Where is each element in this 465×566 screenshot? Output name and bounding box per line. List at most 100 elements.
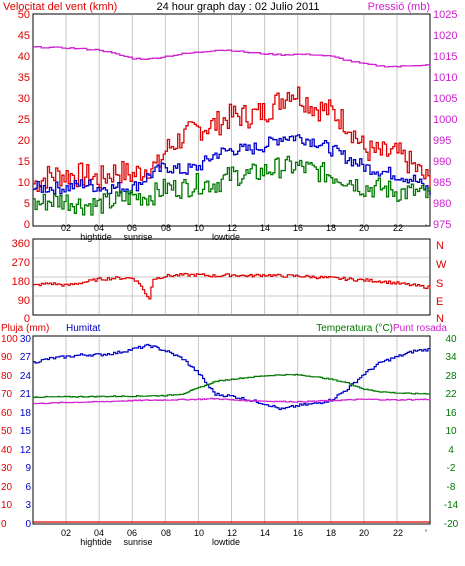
hour-tick: 22 [393, 528, 403, 538]
series-layer [33, 45, 431, 523]
rain-tick: 90 [1, 352, 13, 363]
hour-labels-bottom: 02 04 06 08 10 12 14 16 18 20 22 ' [61, 528, 427, 538]
pressure-tick: 1005 [433, 93, 457, 105]
hour-tick: 18 [326, 223, 336, 233]
hour-tick: 04 [94, 528, 104, 538]
pressure-tick: 975 [433, 219, 451, 231]
rain-tick: 70 [1, 389, 13, 400]
temperature-tick: 40 [445, 334, 457, 345]
hour-tick: 04 [94, 223, 104, 233]
graph-title: 24 hour graph day : 02 Julio 2011 [156, 1, 319, 13]
humidity-tick: 18 [20, 408, 32, 419]
dew-point-axis-title: Punt rosada [393, 323, 447, 334]
hour-tick: 14 [260, 223, 270, 233]
hour-tick: 10 [194, 528, 204, 538]
humidity-tick: 15 [20, 426, 32, 437]
compass-letter: E [436, 296, 443, 308]
wind-gust-line [33, 86, 431, 195]
temperature-tick: 4 [448, 445, 454, 456]
direction-tick: 180 [12, 276, 30, 288]
temperature-tick: -14 [444, 500, 459, 511]
pressure-tick: 1025 [433, 9, 457, 21]
humidity-tick: 30 [20, 334, 32, 345]
rain-tick: 0 [1, 519, 7, 530]
hour-tick: 18 [326, 528, 336, 538]
direction-ticks: 360 270 180 90 0 [12, 238, 30, 325]
hour-tick: 02 [61, 223, 71, 233]
pressure-axis-title: Pressió (mb) [368, 1, 430, 13]
pressure-tick: 980 [433, 198, 451, 210]
humidity-tick: 21 [20, 389, 32, 400]
hour-tick: 20 [359, 223, 369, 233]
hightide-label: hightide [80, 232, 112, 242]
temperature-tick: 34 [445, 352, 457, 363]
rain-tick: 80 [1, 371, 13, 382]
lowtide-label: lowtide [212, 537, 240, 547]
temperature-ticks: 40 34 28 22 16 10 4 -2 -8 -14 -20 [444, 334, 459, 530]
direction-line [33, 272, 431, 300]
rain-tick: 60 [1, 408, 13, 419]
rain-axis-title: Pluja (mm) [1, 323, 49, 334]
humidity-tick: 6 [25, 482, 31, 493]
direction-tick: 90 [18, 295, 30, 307]
compass-letter: S [436, 278, 443, 290]
compass-letters: N W S E N [436, 240, 447, 325]
wind-avg-line [33, 134, 431, 196]
rain-ticks: 100 90 80 70 60 50 40 30 20 10 0 [1, 334, 18, 530]
sunrise-label: sunrise [123, 232, 152, 242]
hour-end-marker: ' [425, 528, 427, 538]
wind-tick: 45 [18, 30, 30, 42]
hour-tick: 08 [161, 223, 171, 233]
temperature-tick: -2 [447, 463, 456, 474]
pressure-tick: 990 [433, 156, 451, 168]
hour-tick: 12 [227, 223, 237, 233]
humidity-ticks: 30 27 24 21 18 15 12 9 6 3 0 [20, 334, 32, 530]
rain-tick: 100 [1, 334, 18, 345]
humidity-tick: 24 [20, 371, 32, 382]
wind-tick: 10 [18, 177, 30, 189]
hour-labels-top: 02 04 06 08 10 12 14 16 18 20 22 ' [61, 223, 427, 233]
hour-tick: 10 [194, 223, 204, 233]
compass-letter: W [436, 259, 447, 271]
pressure-tick: 985 [433, 177, 451, 189]
wind-tick: 20 [18, 135, 30, 147]
hightide-label: hightide [80, 537, 112, 547]
hour-tick: 02 [61, 528, 71, 538]
wind-tick: 35 [18, 72, 30, 84]
rain-tick: 40 [1, 445, 13, 456]
event-labels-top: hightide sunrise lowtide [80, 232, 240, 242]
wind-speed-axis-title: Velocitat del vent (kmh) [3, 1, 117, 13]
compass-letter: N [436, 313, 444, 325]
wind-tick: 40 [18, 51, 30, 63]
lowtide-label: lowtide [212, 232, 240, 242]
hour-tick: 16 [293, 223, 303, 233]
humidity-axis-title: Humitat [66, 323, 101, 334]
hour-tick: 12 [227, 528, 237, 538]
humidity-tick: 9 [25, 463, 31, 474]
direction-tick: 270 [12, 257, 30, 269]
pressure-tick: 1010 [433, 72, 457, 84]
temperature-tick: 22 [445, 389, 457, 400]
event-labels-bottom: hightide sunrise lowtide [80, 537, 240, 547]
compass-letter: N [436, 240, 444, 252]
wind-tick: 15 [18, 156, 30, 168]
wind-tick: 30 [18, 93, 30, 105]
hour-tick: 08 [161, 528, 171, 538]
temperature-tick: -8 [447, 482, 456, 493]
pressure-line [33, 45, 431, 68]
humidity-tick: 12 [20, 445, 32, 456]
temperature-tick: 28 [445, 371, 457, 382]
wind-min-line [33, 155, 431, 216]
rain-tick: 10 [1, 500, 13, 511]
wind-tick: 0 [24, 219, 30, 231]
hour-tick: 22 [393, 223, 403, 233]
pressure-tick: 995 [433, 135, 451, 147]
dew-point-line [33, 397, 431, 405]
temperature-tick: 10 [445, 426, 457, 437]
pressure-ticks: 1025 1020 1015 1010 1005 1000 995 990 98… [433, 9, 457, 231]
temperature-axis-title: Temperatura (°C) [316, 323, 393, 334]
sunrise-label: sunrise [123, 537, 152, 547]
temperature-line [33, 373, 431, 399]
rain-tick: 50 [1, 426, 13, 437]
